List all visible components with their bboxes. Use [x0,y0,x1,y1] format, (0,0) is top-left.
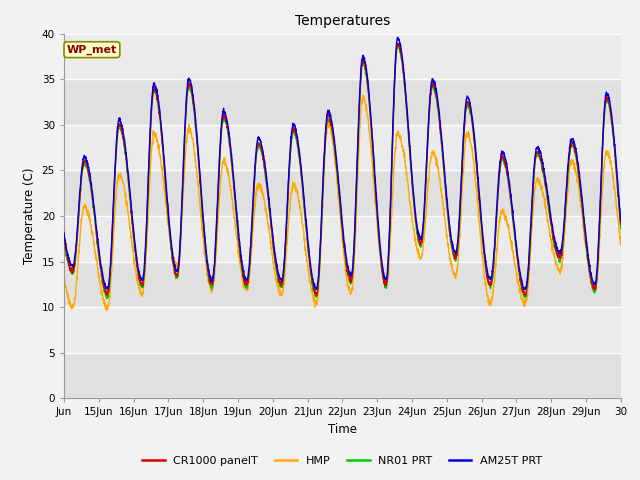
Bar [64,170,621,216]
HMP [359,93,367,98]
NR01 PRT [394,43,401,48]
AM25T PRT [116,117,124,123]
NR01 PRT [116,125,124,131]
HMP [103,307,111,313]
NR01 PRT [104,296,111,301]
CR1000 panelT [522,293,529,299]
CR1000 panelT [60,232,68,238]
CR1000 panelT [116,122,124,128]
HMP [511,259,518,265]
X-axis label: Time: Time [328,423,357,436]
Line: NR01 PRT: NR01 PRT [64,46,621,299]
Line: CR1000 panelT: CR1000 panelT [64,43,621,296]
Bar [64,216,621,262]
HMP [60,275,68,281]
Title: Temperatures: Temperatures [295,14,390,28]
AM25T PRT [394,35,401,40]
NR01 PRT [236,252,244,258]
HMP [542,204,550,209]
Bar [64,79,621,125]
NR01 PRT [542,185,550,191]
NR01 PRT [617,226,625,232]
NR01 PRT [376,251,384,256]
HMP [116,171,124,177]
AM25T PRT [236,240,244,245]
AM25T PRT [609,128,617,133]
AM25T PRT [521,287,529,292]
AM25T PRT [542,179,550,185]
NR01 PRT [609,135,617,141]
AM25T PRT [510,223,518,228]
HMP [236,261,244,267]
CR1000 panelT [617,221,625,227]
CR1000 panelT [376,243,383,249]
Line: HMP: HMP [64,96,621,310]
AM25T PRT [617,218,625,224]
Bar [64,353,621,398]
Legend: CR1000 panelT, HMP, NR01 PRT, AM25T PRT: CR1000 panelT, HMP, NR01 PRT, AM25T PRT [138,451,547,470]
Bar [64,262,621,307]
Bar [64,307,621,353]
CR1000 panelT [542,183,550,189]
AM25T PRT [60,229,68,235]
CR1000 panelT [394,40,401,46]
CR1000 panelT [609,132,617,138]
NR01 PRT [60,238,68,243]
CR1000 panelT [236,244,244,250]
Line: AM25T PRT: AM25T PRT [64,37,621,289]
HMP [376,252,384,258]
CR1000 panelT [510,226,518,232]
Bar [64,34,621,79]
NR01 PRT [511,233,518,239]
HMP [617,241,625,247]
AM25T PRT [376,240,383,246]
Text: WP_met: WP_met [67,45,117,55]
Bar [64,125,621,170]
HMP [609,176,617,182]
Y-axis label: Temperature (C): Temperature (C) [23,168,36,264]
